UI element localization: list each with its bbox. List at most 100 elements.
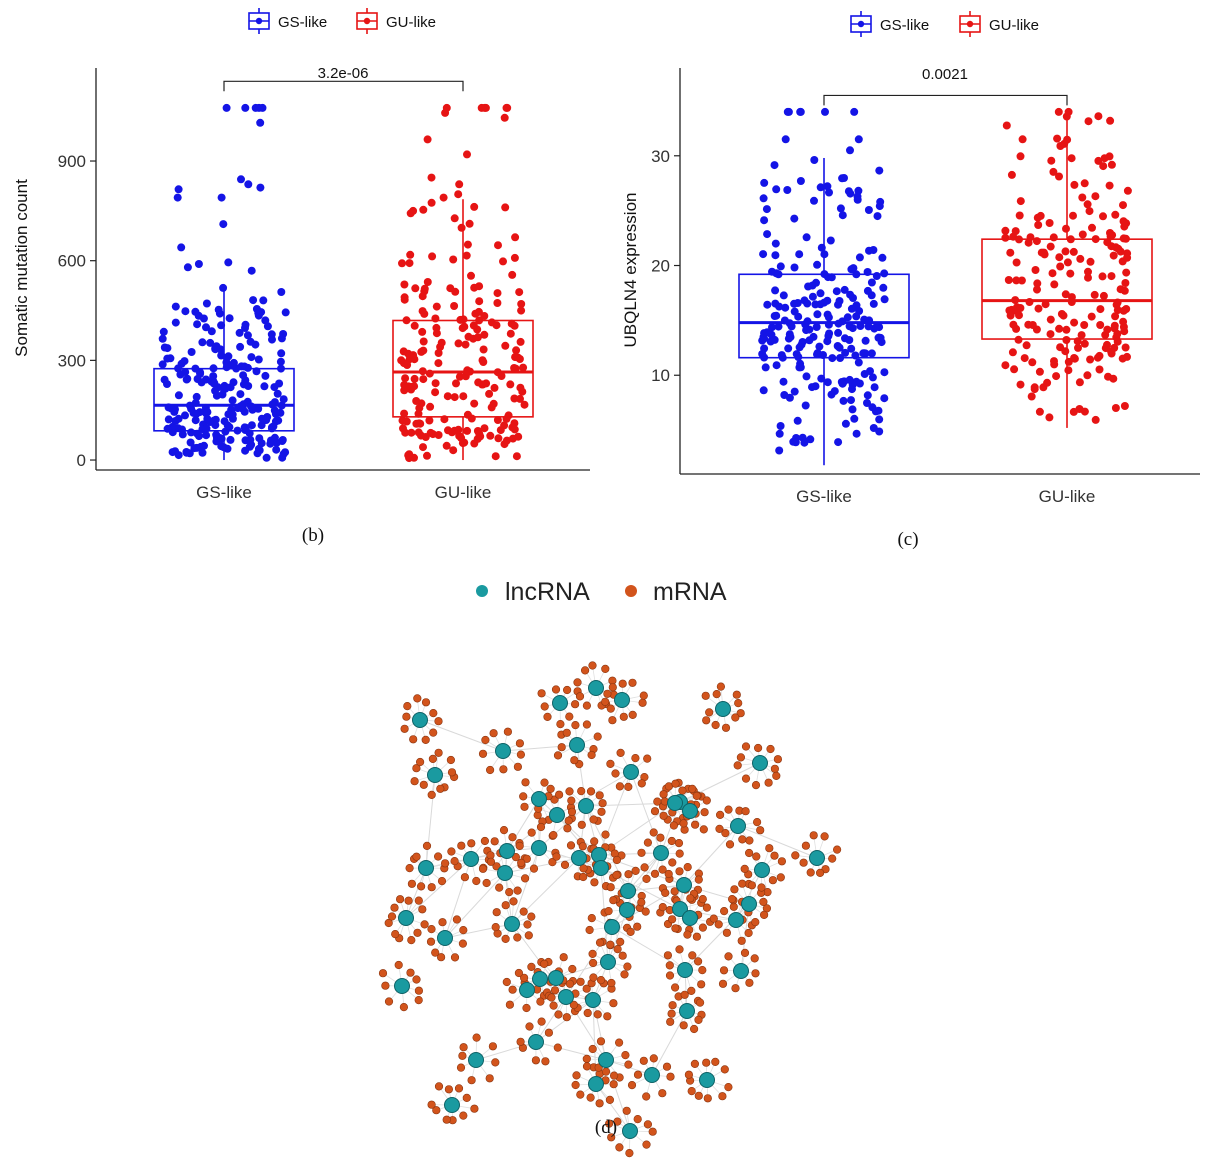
lncrna-node [444,1097,460,1113]
data-point-c-0 [795,343,804,352]
mrna-node [575,692,585,701]
data-point-b-0 [193,320,202,329]
data-point-b-1 [459,392,468,401]
mrna-node [606,704,615,713]
data-point-c-1 [1084,117,1093,126]
data-point-c-1 [1016,197,1025,206]
data-point-b-0 [182,448,191,456]
data-point-b-1 [419,337,428,346]
lncrna-node [733,963,749,979]
data-point-c-1 [1076,254,1085,263]
data-point-c-1 [1107,349,1116,358]
mrna-node [690,1059,700,1069]
mrna-node [637,848,646,857]
data-point-c-1 [1069,247,1078,256]
y-axis-label-b: Somatic mutation count [12,179,31,357]
data-point-b-1 [407,428,416,437]
data-point-c-1 [1080,321,1089,329]
mrna-node [519,973,529,982]
data-point-b-0 [202,431,211,440]
mrna-node [751,918,760,927]
mrna-node [563,824,572,833]
mrna-node [450,857,459,866]
data-point-c-1 [1123,253,1132,262]
legend-c-gs-key [850,11,872,37]
data-point-c-0 [802,233,811,242]
network-edge [627,852,662,892]
mrna-node [736,709,745,718]
data-point-c-0 [845,336,854,344]
mrna-node [608,683,617,692]
mrna-node [626,927,635,937]
mrna-node [564,816,573,825]
data-point-c-1 [1031,266,1040,274]
data-point-c-1 [1035,407,1044,416]
mrna-node [410,777,419,786]
data-point-c-1 [1001,226,1010,235]
data-point-c-0 [824,313,833,322]
data-point-c-0 [771,239,780,248]
data-point-b-0 [211,386,220,395]
mrna-node [642,874,651,884]
mrna-node [744,848,754,858]
data-point-c-1 [1091,192,1100,201]
data-point-c-0 [864,206,873,214]
network-edge [735,869,763,921]
data-point-c-0 [800,438,809,447]
mrna-node [540,959,549,969]
mrna-node [490,837,499,846]
legend-c-gs-label: GS-like [880,17,929,34]
panel-b-boxplot: GS-like GU-like 0 300 600 900 GS-like GU-li… [12,8,590,546]
data-point-b-0 [194,311,203,320]
data-point-c-0 [838,211,847,220]
data-point-b-0 [192,392,201,401]
outlier-point-b-0 [219,220,228,229]
mrna-node [628,678,637,687]
data-point-b-0 [166,354,175,363]
mrna-node [460,873,470,882]
data-point-b-1 [450,393,459,402]
mrna-node [556,720,565,729]
data-point-b-0 [223,421,232,430]
mrna-node [770,764,780,773]
data-point-c-1 [1006,248,1015,257]
data-point-c-0 [826,236,835,245]
mrna-node [447,768,457,777]
data-point-b-0 [223,353,231,362]
lncrna-node [682,803,698,819]
mrna-node [540,702,549,711]
mrna-node [546,784,555,793]
data-point-b-0 [178,430,187,439]
data-point-b-0 [202,323,210,332]
mrna-node [658,903,667,912]
mrna-node [447,847,456,856]
mrna-node [429,709,438,718]
data-point-c-0 [833,342,842,350]
mrna-node [773,755,783,764]
data-point-c-1 [1095,365,1104,374]
mrna-node [495,883,504,892]
data-point-c-0 [808,292,817,301]
outlier-point-b-1 [455,180,464,189]
data-point-b-1 [514,432,523,441]
data-point-c-1 [1122,219,1131,228]
data-point-c-1 [1050,280,1059,289]
data-point-b-0 [219,384,228,393]
data-point-b-0 [260,382,269,391]
outlier-point-c-0 [781,135,790,144]
mrna-node [665,971,675,980]
data-point-b-0 [255,434,264,443]
data-point-c-1 [1096,305,1105,314]
data-point-c-0 [763,300,772,309]
data-point-b-0 [240,407,249,416]
data-point-c-0 [863,391,872,400]
mrna-node [458,1051,467,1060]
data-point-c-1 [1099,291,1108,300]
mrna-node [402,712,411,721]
data-point-b-1 [420,309,429,318]
data-point-b-0 [275,379,284,388]
mrna-node [572,1071,581,1080]
mrna-node [679,1021,688,1030]
data-point-c-0 [795,250,804,259]
data-point-c-0 [813,310,822,319]
